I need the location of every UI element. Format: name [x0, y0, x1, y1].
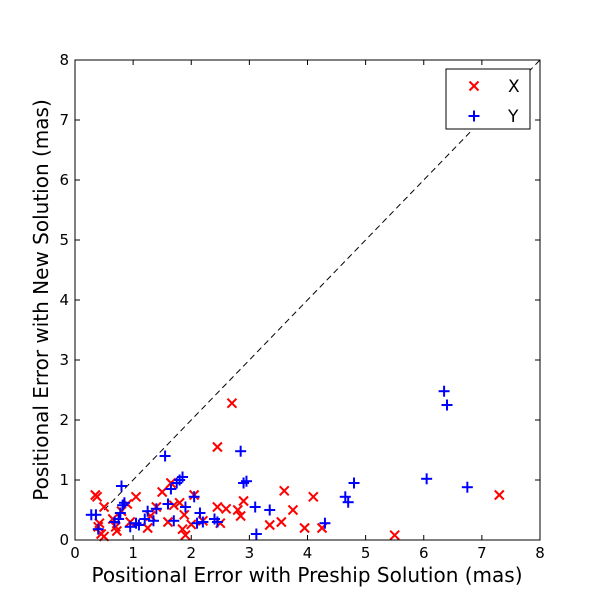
x-tick-label: 8 — [535, 544, 545, 562]
legend-label-y: Y — [507, 107, 519, 127]
data-point-x — [142, 522, 153, 534]
y-tick-label: 2 — [59, 411, 69, 429]
data-point-x — [212, 441, 223, 453]
data-point-x — [494, 489, 505, 501]
data-point-y — [250, 528, 262, 540]
legend: X Y — [445, 68, 531, 130]
legend-marker-x — [468, 80, 480, 92]
data-point-x — [130, 491, 142, 503]
x-tick-label: 5 — [361, 544, 371, 562]
data-point-x — [168, 499, 180, 511]
x-tick-label: 0 — [70, 544, 80, 562]
data-point-x — [264, 519, 275, 531]
data-point-x — [180, 529, 191, 541]
legend-marker-y — [468, 110, 480, 122]
data-point-x — [98, 531, 110, 542]
data-point-x — [287, 504, 299, 516]
data-point-y — [165, 483, 177, 495]
y-tick-label: 0 — [59, 531, 69, 549]
x-tick-label: 7 — [477, 544, 487, 562]
x-tick-label: 4 — [303, 544, 313, 562]
data-point-y — [240, 475, 252, 487]
legend-marker-x-glyph — [468, 80, 480, 92]
data-point-y — [116, 480, 127, 492]
data-point-y — [118, 497, 130, 509]
data-point-y — [421, 473, 433, 485]
y-axis-label: Positional Error with New Solution (mas) — [29, 99, 53, 501]
data-point-y — [441, 399, 453, 411]
x-tick-label: 3 — [245, 544, 255, 562]
data-point-y — [168, 515, 180, 527]
data-point-y — [139, 513, 151, 525]
data-point-x — [238, 495, 249, 507]
x-tick-label: 2 — [186, 544, 196, 562]
data-point-x — [276, 516, 287, 528]
data-point-y — [159, 450, 171, 462]
data-point-y — [113, 513, 125, 525]
legend-label-x: X — [508, 77, 520, 97]
reference-line — [103, 59, 541, 511]
data-point-x — [177, 523, 188, 535]
legend-box — [445, 68, 531, 130]
x-tick-label: 1 — [128, 544, 138, 562]
legend-marker-y-glyph — [468, 110, 480, 122]
data-point-y — [179, 501, 191, 513]
axis-ticks-layer: 0 1 2 3 4 5 6 7 8 0 1 2 3 4 5 6 7 8 — [59, 51, 544, 562]
data-point-y — [197, 516, 209, 528]
x-tick-label: 6 — [419, 544, 429, 562]
data-point-y — [235, 445, 247, 457]
data-point-y — [461, 481, 473, 493]
data-point-y — [150, 503, 162, 515]
data-point-x — [162, 516, 174, 528]
data-point-x — [220, 503, 232, 515]
data-point-y — [142, 505, 154, 517]
y-tick-label: 7 — [59, 111, 69, 129]
data-point-x — [186, 519, 197, 530]
data-point-x — [308, 491, 319, 503]
y-tick-label: 1 — [59, 471, 69, 489]
data-point-y — [438, 385, 450, 397]
data-point-y — [92, 523, 104, 535]
data-point-y — [211, 516, 223, 528]
data-point-y — [117, 499, 129, 511]
data-point-y — [319, 517, 331, 529]
y-tick-label: 4 — [59, 291, 69, 309]
y-tick-label: 3 — [59, 351, 69, 369]
data-point-x — [212, 501, 223, 513]
data-point-x — [389, 529, 400, 541]
data-point-x — [279, 485, 290, 497]
data-point-y — [342, 496, 354, 508]
data-point-x — [111, 525, 123, 537]
data-point-y — [188, 491, 200, 503]
reference-line-layer — [103, 59, 541, 511]
data-point-y — [114, 507, 126, 519]
data-point-y — [194, 507, 206, 519]
data-point-x — [156, 486, 168, 498]
y-tick-label: 5 — [59, 231, 69, 249]
data-point-x — [232, 504, 243, 516]
data-point-y — [249, 501, 261, 513]
data-point-x — [165, 477, 177, 489]
data-point-y — [162, 498, 174, 510]
data-point-y — [177, 471, 189, 483]
data-point-y — [191, 517, 203, 529]
data-point-y — [124, 521, 136, 533]
data-point-x — [98, 501, 110, 513]
data-point-y — [264, 504, 276, 516]
data-point-y — [90, 509, 102, 521]
data-point-x — [226, 397, 238, 409]
data-point-x — [91, 491, 103, 503]
data-point-x — [179, 509, 190, 521]
data-point-x — [235, 510, 246, 522]
data-point-y — [147, 515, 159, 527]
data-point-y — [348, 477, 360, 489]
data-point-x — [174, 497, 185, 509]
data-point-x — [299, 522, 310, 534]
x-axis-label: Positional Error with Preship Solution (… — [91, 563, 522, 587]
y-tick-label: 6 — [59, 171, 69, 189]
data-points-layer — [85, 385, 505, 542]
y-tick-label: 8 — [59, 51, 69, 69]
data-point-y — [133, 519, 145, 531]
